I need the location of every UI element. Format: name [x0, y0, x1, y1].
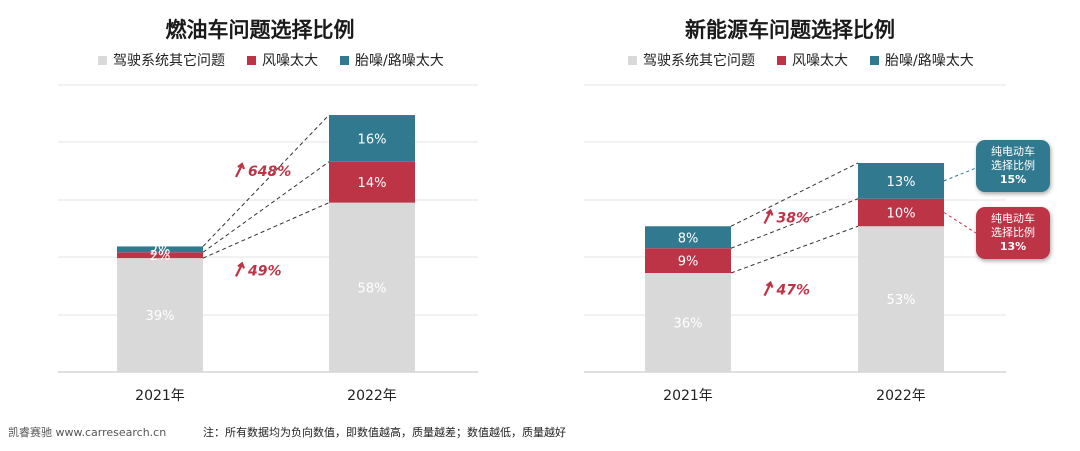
data-label: 14% [358, 176, 387, 191]
callout-line: 纯电动车 [991, 145, 1035, 158]
x-tick-label: 2021年 [135, 388, 185, 404]
bar-segment [645, 273, 731, 372]
growth-annotation: 648% [235, 162, 291, 180]
growth-annotation: 38% [763, 208, 811, 227]
bar-segment [858, 163, 944, 199]
data-label: 10% [887, 207, 916, 222]
growth-label: 648% [248, 164, 291, 180]
data-label: 9% [678, 255, 699, 270]
dashed-connector [202, 202, 330, 259]
legend-item-wind: 风噪太大 [247, 50, 318, 70]
dashed-connector [730, 162, 859, 227]
data-label: 13% [887, 175, 916, 190]
legend-item-tire: 胎噪/路噪太大 [870, 50, 974, 70]
bar-segment [645, 226, 731, 249]
data-label: 39% [146, 309, 175, 324]
bar-segment [858, 226, 944, 372]
data-label: 2% [150, 243, 171, 258]
up-arrow-icon [763, 208, 774, 224]
data-label: 8% [678, 231, 699, 246]
legend-item-other: 驾驶系统其它问题 [628, 50, 755, 70]
data-label: 58% [358, 281, 387, 296]
legend-nev: 驾驶系统其它问题 风噪太大 胎噪/路噪太大 [628, 50, 974, 70]
data-label: 2% [150, 249, 171, 264]
callout-line: 选择比例 [991, 226, 1035, 239]
growth-annotation: 47% [763, 280, 811, 299]
legend-label: 驾驶系统其它问题 [643, 53, 755, 69]
legend-label: 胎噪/路噪太大 [885, 53, 974, 69]
legend-item-tire: 胎噪/路噪太大 [340, 50, 444, 70]
callout-line: 纯电动车 [991, 212, 1035, 225]
bar-segment [329, 161, 415, 203]
footer-note: 注：所有数据均为负向数值，即数值越高，质量越差；数值越低，质量越好 [203, 426, 566, 439]
bar-segment [117, 252, 203, 259]
legend-swatch-gray [98, 55, 107, 65]
legend-label: 驾驶系统其它问题 [113, 53, 225, 69]
bar-segment [329, 202, 415, 372]
legend-label: 风噪太大 [262, 53, 318, 69]
bar-segment [117, 258, 203, 372]
legend-label: 风噪太大 [792, 53, 848, 69]
legend-swatch-red [247, 55, 256, 65]
growth-label: 38% [777, 211, 811, 227]
chart-title-nev: 新能源车问题选择比例 [685, 18, 895, 42]
bar-segment [117, 246, 203, 253]
up-arrow-icon [763, 280, 774, 297]
legend-swatch-teal [340, 55, 349, 65]
callout-connector [943, 212, 977, 234]
growth-annotation: 49% [235, 261, 282, 279]
callout-value: 15% [999, 173, 1027, 186]
x-tick-label: 2022年 [876, 388, 926, 404]
growth-label: 49% [247, 263, 282, 279]
growth-label: 47% [776, 283, 811, 299]
bar-segment [329, 115, 415, 162]
data-label: 36% [674, 317, 703, 332]
dashed-connector [202, 161, 330, 253]
footer-source: 凯睿赛驰 www.carresearch.cn [8, 426, 167, 439]
callout-wind-noise: 纯电动车 选择比例 13% [976, 207, 1050, 259]
dashed-connector [730, 198, 859, 249]
dashed-connector [730, 225, 859, 274]
data-label: 53% [887, 293, 916, 308]
legend-swatch-red [777, 55, 786, 65]
legend-fuel: 驾驶系统其它问题 风噪太大 胎噪/路噪太大 [98, 50, 444, 70]
callout-line: 选择比例 [991, 159, 1035, 172]
legend-item-wind: 风噪太大 [777, 50, 848, 70]
data-label: 16% [358, 132, 387, 147]
legend-label: 胎噪/路噪太大 [355, 53, 444, 69]
chart-title-fuel: 燃油车问题选择比例 [165, 18, 355, 42]
up-arrow-icon [235, 162, 246, 178]
bar-segment [645, 248, 731, 273]
legend-swatch-teal [870, 55, 879, 65]
legend-swatch-gray [628, 55, 637, 65]
bar-segment [858, 198, 944, 227]
callout-value: 13% [999, 240, 1027, 253]
callout-tire-noise: 纯电动车 选择比例 15% [976, 140, 1050, 192]
up-arrow-icon [235, 261, 246, 277]
dashed-connector [202, 114, 330, 247]
callout-connector [943, 167, 977, 182]
legend-item-other: 驾驶系统其它问题 [98, 50, 225, 70]
x-tick-label: 2021年 [663, 388, 713, 404]
x-tick-label: 2022年 [347, 388, 397, 404]
